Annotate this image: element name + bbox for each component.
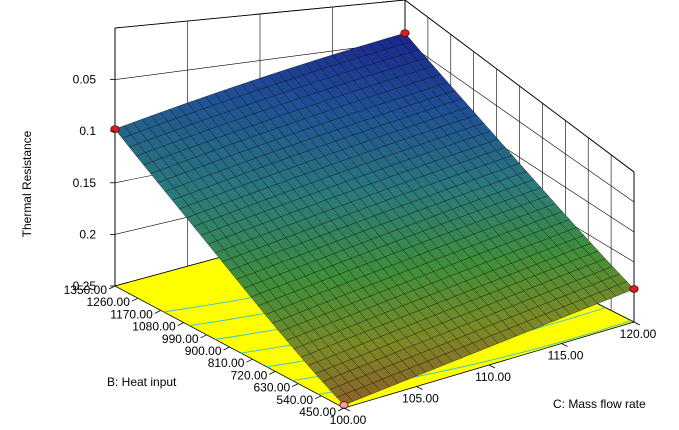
heat-input-tick-label: 810.00 xyxy=(208,356,245,370)
heat-input-tick-label: 1080.00 xyxy=(132,320,176,334)
heat-input-tick-mark xyxy=(269,371,276,375)
heat-input-tick-mark xyxy=(108,285,116,290)
mass-flow-tick-label: 120.00 xyxy=(620,327,657,341)
surface-layer xyxy=(114,32,635,406)
z-tick-label: 0.1 xyxy=(79,124,96,138)
z-axis-title: Thermal Resistance xyxy=(20,130,34,237)
heat-input-tick-label: 630.00 xyxy=(253,381,290,395)
box-top-rim xyxy=(114,0,635,173)
heat-input-tick-label: 720.00 xyxy=(231,368,268,382)
heat-input-tick-label: 1260.00 xyxy=(87,295,131,309)
mass-flow-tick-label: 100.00 xyxy=(330,413,367,427)
heat-input-tick-mark xyxy=(292,383,299,387)
heat-input-tick-mark xyxy=(314,395,322,400)
heat-input-tick-mark xyxy=(200,334,207,339)
mass-flow-tick-mark xyxy=(633,321,641,326)
heat-input-axis-title: B: Heat input xyxy=(107,375,177,389)
heat-input-tick-mark xyxy=(223,346,230,351)
mass-flow-tick-mark xyxy=(416,386,423,390)
heat-input-tick-mark xyxy=(246,358,253,363)
surface-cell xyxy=(336,393,354,406)
design-point xyxy=(339,401,349,409)
mass-flow-axis-title: C: Mass flow rate xyxy=(553,397,646,411)
mass-flow-tick-label: 115.00 xyxy=(548,349,584,363)
heat-input-tick-label: 540.00 xyxy=(276,393,313,407)
heat-input-tick-label: 1350.00 xyxy=(64,283,108,297)
mass-flow-tick-label: 105.00 xyxy=(402,392,439,406)
heat-input-tick-mark xyxy=(177,322,184,326)
heat-input-tick-label: 990.00 xyxy=(162,332,199,346)
ticks-layer: 0.05 0.1 0.15 0.2 0.25 450.00540.00630.00720.… xyxy=(64,73,657,427)
mass-flow-tick-mark xyxy=(561,343,568,347)
z-tick-label: 0.05 xyxy=(73,73,97,87)
mass-flow-tick-mark xyxy=(343,407,351,412)
z-tick-label: 0.25 xyxy=(73,279,97,293)
z-tick-label: 0.2 xyxy=(79,227,96,241)
mass-flow-tick-label: 110.00 xyxy=(475,370,511,384)
design-point xyxy=(629,285,639,293)
heat-input-tick-label: 900.00 xyxy=(185,344,222,358)
heat-input-tick-mark xyxy=(337,407,345,412)
heat-input-tick-label: 1170.00 xyxy=(110,307,153,321)
z-tick-label: 0.15 xyxy=(73,176,97,190)
heat-input-tick-label: 450.00 xyxy=(299,405,336,419)
mass-flow-tick-mark xyxy=(488,364,496,369)
design-point xyxy=(400,29,410,37)
heat-input-tick-mark xyxy=(154,310,161,314)
heat-input-tick-mark xyxy=(131,297,139,302)
